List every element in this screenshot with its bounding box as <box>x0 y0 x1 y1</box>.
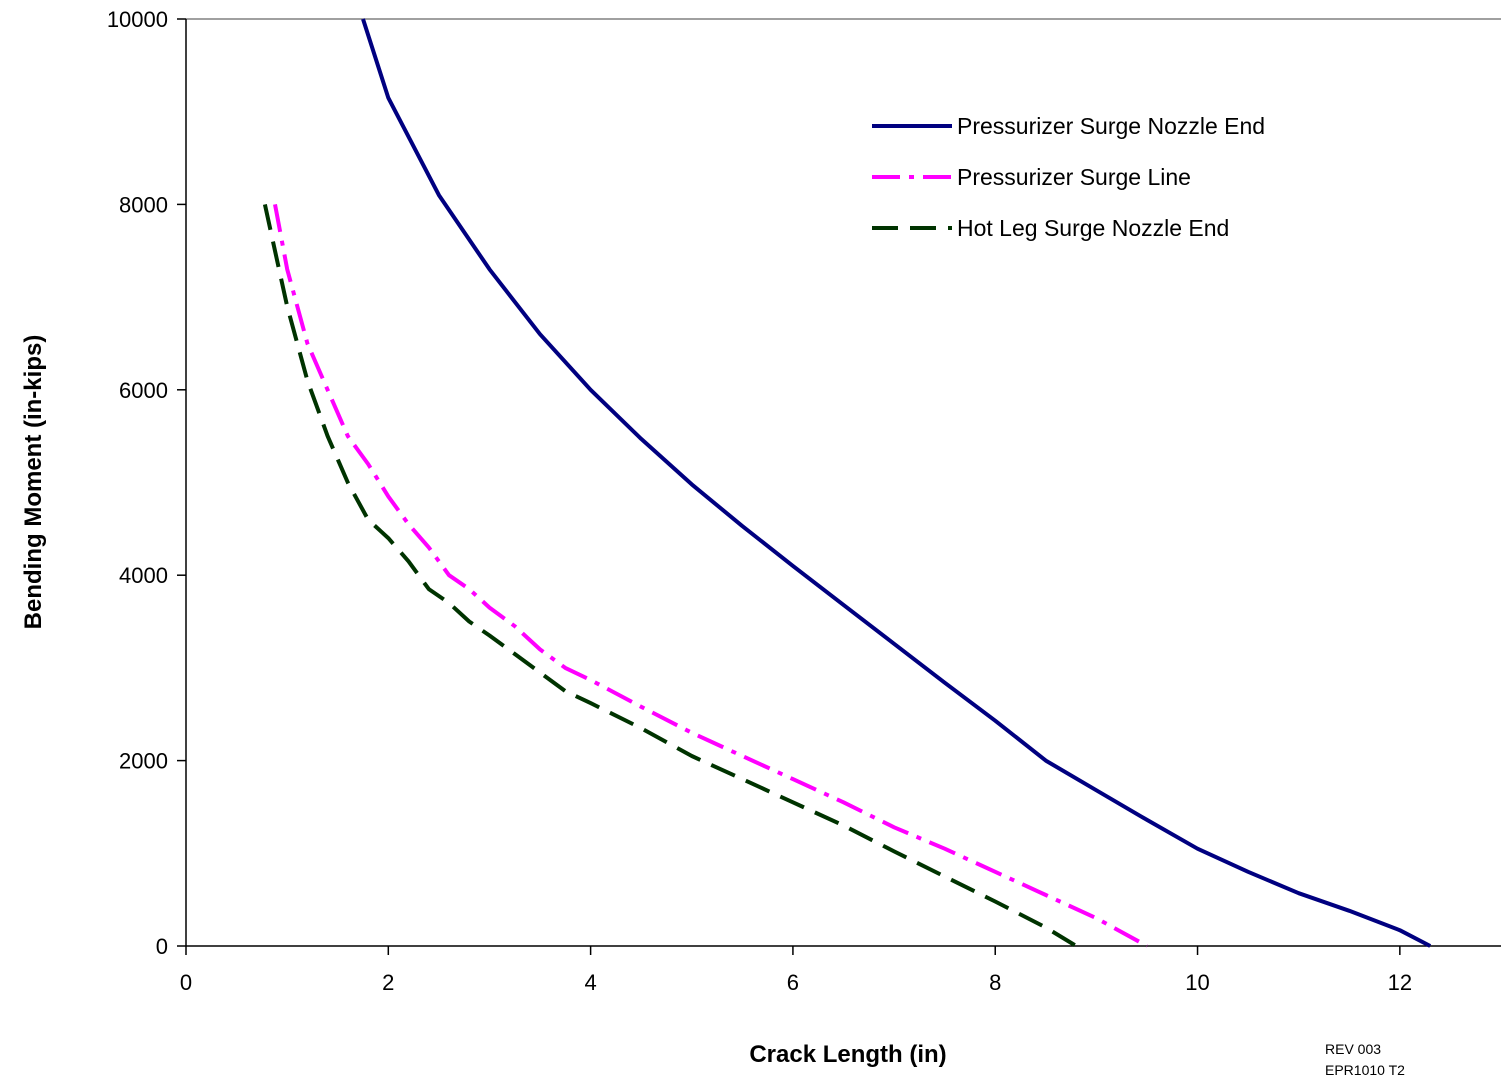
axes <box>177 18 1501 955</box>
y-tick-label: 10000 <box>107 7 168 32</box>
x-tick-label: 4 <box>584 970 596 995</box>
y-tick-label: 8000 <box>119 192 168 217</box>
tick-labels: 0 2 4 6 8 10 12 0 2000 4000 6000 8000 10000 <box>107 7 1412 995</box>
series-line-hot-leg-surge-nozzle-end <box>262 203 1078 948</box>
x-tick-label: 12 <box>1388 970 1412 995</box>
y-axis-title: Bending Moment (in-kips) <box>20 335 47 630</box>
y-tick-label: 6000 <box>119 378 168 403</box>
series-line-pressurizer-surge-nozzle-end <box>361 18 1432 948</box>
y-tick-label: 2000 <box>119 749 168 774</box>
document-id-label: EPR1010 T2 <box>1325 1062 1405 1078</box>
legend-label-pressurizer-surge-nozzle-end: Pressurizer Surge Nozzle End <box>957 113 1265 139</box>
y-tick-label: 4000 <box>119 563 168 588</box>
x-axis-title: Crack Length (in) <box>749 1041 946 1068</box>
x-tick-label: 8 <box>989 970 1001 995</box>
legend: Pressurizer Surge Nozzle End Pressurizer … <box>872 113 1265 241</box>
legend-label-pressurizer-surge-line: Pressurizer Surge Line <box>957 164 1191 190</box>
x-tick-label: 10 <box>1185 970 1209 995</box>
revision-label: REV 003 <box>1325 1041 1381 1057</box>
x-tick-label: 0 <box>180 970 192 995</box>
series-line-pressurizer-surge-line <box>273 204 1148 948</box>
x-tick-label: 2 <box>382 970 394 995</box>
y-tick-label: 0 <box>156 934 168 959</box>
x-tick-label: 6 <box>787 970 799 995</box>
series-lines <box>262 18 1432 948</box>
legend-label-hot-leg-surge-nozzle-end: Hot Leg Surge Nozzle End <box>957 215 1229 241</box>
